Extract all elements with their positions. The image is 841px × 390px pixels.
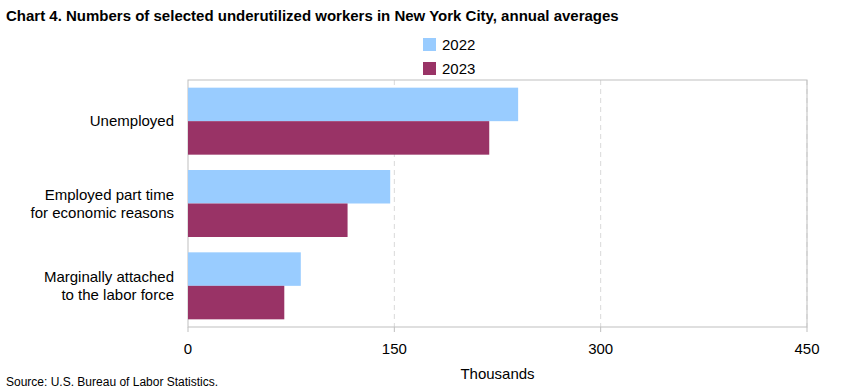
tick-mark — [807, 327, 808, 332]
legend-swatch — [423, 38, 436, 51]
tick-mark — [600, 327, 601, 332]
bar — [188, 88, 518, 122]
legend-swatch — [423, 62, 436, 75]
plot-frame — [188, 80, 807, 327]
chart-title: Chart 4. Numbers of selected underutiliz… — [6, 7, 619, 24]
bar — [188, 204, 348, 238]
bars — [188, 88, 518, 320]
legend-label: 2022 — [442, 36, 475, 53]
tick-label: 450 — [794, 340, 819, 357]
bar — [188, 286, 284, 320]
legend-label: 2023 — [442, 60, 475, 77]
tick-label: 150 — [382, 340, 407, 357]
bar — [188, 121, 489, 154]
chart-container: Chart 4. Numbers of selected underutiliz… — [0, 0, 841, 390]
axis-title: Thousands — [460, 365, 534, 382]
category-label: Marginally attachedto the labor force — [44, 268, 174, 303]
source-note: Source: U.S. Bureau of Labor Statistics. — [6, 375, 218, 389]
tick-label: 300 — [588, 340, 613, 357]
chart-svg: Chart 4. Numbers of selected underutiliz… — [0, 0, 841, 390]
category-label: Employed part timefor economic reasons — [31, 186, 174, 221]
category-label: Unemployed — [90, 112, 174, 129]
tick-label: 0 — [184, 340, 192, 357]
tick-mark — [188, 327, 189, 332]
bar — [188, 252, 301, 285]
bar — [188, 170, 390, 204]
tick-mark — [394, 327, 395, 332]
grid-line — [600, 80, 601, 327]
